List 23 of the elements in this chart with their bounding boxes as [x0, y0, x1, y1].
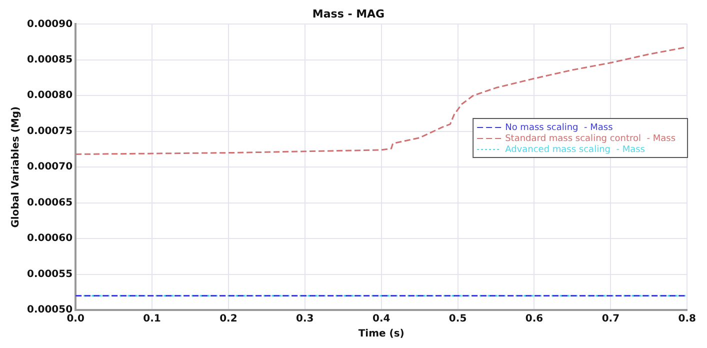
- y-tick-label: 0.00085: [27, 54, 73, 66]
- y-tick-label: 0.00075: [27, 126, 73, 137]
- y-tick-label: 0.00090: [27, 18, 73, 30]
- y-axis-title: Global Variables (Mg): [10, 106, 22, 228]
- x-axis-title: Time (s): [358, 328, 404, 340]
- x-tick-label: 0.4: [372, 314, 390, 325]
- x-tick-label: 0.5: [448, 314, 467, 325]
- legend-label: Standard mass scaling control - Mass: [505, 134, 676, 144]
- x-tick-label: 0.3: [296, 314, 314, 325]
- y-tick-label: 0.00060: [27, 233, 73, 244]
- x-tick-label: 0.0: [66, 314, 84, 325]
- legend-label: No mass scaling - Mass: [505, 122, 614, 133]
- x-tick-label: 0.7: [602, 314, 620, 325]
- x-tick-label: 0.1: [143, 314, 161, 325]
- x-tick-label: 0.6: [525, 314, 544, 325]
- x-tick-label: 0.2: [220, 314, 238, 325]
- y-tick-label: 0.00055: [27, 268, 73, 280]
- x-tick-label: 0.8: [678, 314, 696, 325]
- y-tick-label: 0.00080: [27, 90, 73, 102]
- chart-title: Mass - MAG: [312, 7, 385, 20]
- y-tick-label: 0.00065: [27, 197, 73, 208]
- legend-label: Advanced mass scaling - Mass: [505, 144, 646, 155]
- y-tick-label: 0.00070: [27, 162, 73, 173]
